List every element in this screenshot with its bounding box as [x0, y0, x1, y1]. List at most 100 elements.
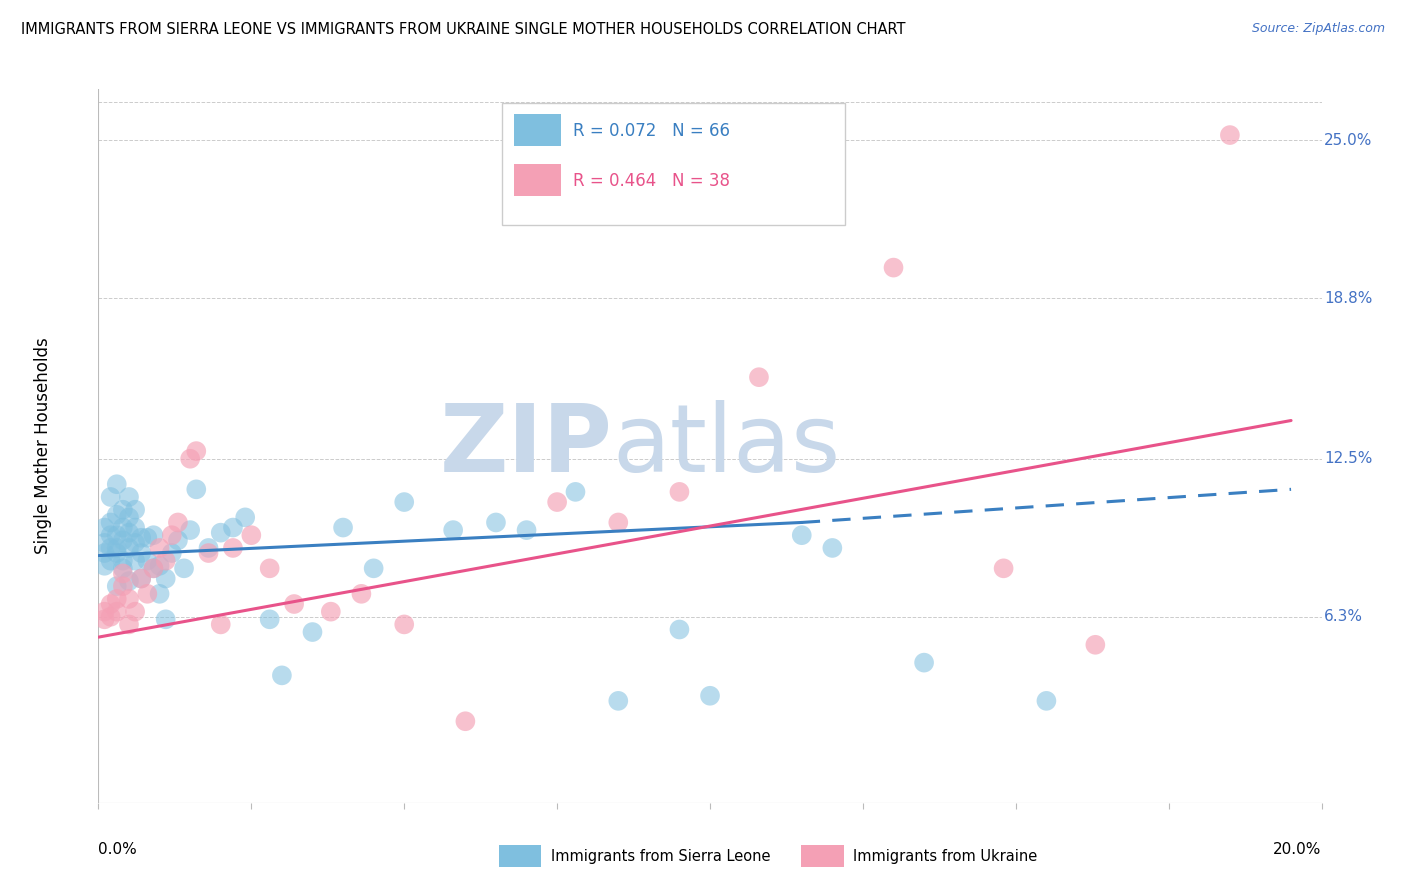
Point: [197, 546, 219, 560]
Point: [283, 597, 305, 611]
Point: [233, 510, 256, 524]
Point: [259, 612, 281, 626]
Point: [607, 694, 630, 708]
Point: [93, 612, 115, 626]
Point: [270, 668, 292, 682]
Point: [699, 689, 721, 703]
Point: [668, 623, 690, 637]
Point: [392, 617, 416, 632]
Point: [454, 714, 477, 729]
Point: [363, 561, 385, 575]
Point: [142, 561, 165, 575]
Point: [100, 490, 122, 504]
Point: [222, 520, 245, 534]
Point: [301, 625, 323, 640]
Point: [197, 541, 219, 555]
Point: [124, 554, 146, 568]
Point: [111, 579, 134, 593]
Point: [118, 541, 141, 555]
Point: [142, 561, 165, 575]
Point: [149, 541, 172, 555]
Point: [129, 546, 152, 560]
Point: [93, 546, 115, 560]
Point: [319, 605, 342, 619]
Point: [93, 605, 115, 619]
Text: atlas: atlas: [612, 400, 841, 492]
Point: [129, 572, 152, 586]
Point: [564, 484, 586, 499]
Point: [93, 536, 115, 550]
Point: [993, 561, 1015, 575]
Point: [118, 525, 141, 540]
Point: [100, 597, 122, 611]
Point: [821, 541, 844, 555]
Point: [100, 528, 122, 542]
Point: [100, 541, 122, 555]
Point: [100, 554, 122, 568]
Text: Single Mother Households: Single Mother Households: [34, 338, 52, 554]
Point: [441, 523, 464, 537]
Point: [546, 495, 568, 509]
Point: [149, 558, 172, 573]
Point: [748, 370, 770, 384]
Point: [160, 528, 183, 542]
Point: [912, 656, 935, 670]
Point: [124, 520, 146, 534]
Point: [111, 502, 134, 516]
Text: ZIP: ZIP: [439, 400, 612, 492]
Point: [100, 516, 122, 530]
Point: [105, 591, 128, 606]
Point: [93, 520, 115, 534]
Point: [179, 451, 201, 466]
Point: [485, 516, 508, 530]
Point: [118, 617, 141, 632]
Point: [186, 483, 208, 497]
Point: [209, 525, 232, 540]
Point: [607, 516, 630, 530]
Text: 12.5%: 12.5%: [1324, 451, 1372, 467]
Point: [259, 561, 281, 575]
Point: [93, 558, 115, 573]
Point: [118, 574, 141, 588]
Point: [118, 510, 141, 524]
Point: [209, 617, 232, 632]
Point: [392, 495, 416, 509]
Point: [516, 523, 538, 537]
FancyBboxPatch shape: [515, 114, 561, 146]
Point: [240, 528, 263, 542]
Point: [883, 260, 905, 275]
Point: [136, 531, 159, 545]
Point: [118, 591, 141, 606]
Point: [160, 546, 183, 560]
Point: [332, 520, 354, 534]
Point: [1035, 694, 1057, 708]
Point: [668, 484, 690, 499]
Point: [1084, 638, 1107, 652]
Point: [129, 572, 152, 586]
Point: [142, 528, 165, 542]
Text: Source: ZipAtlas.com: Source: ZipAtlas.com: [1251, 22, 1385, 36]
Text: IMMIGRANTS FROM SIERRA LEONE VS IMMIGRANTS FROM UKRAINE SINGLE MOTHER HOUSEHOLDS: IMMIGRANTS FROM SIERRA LEONE VS IMMIGRAN…: [21, 22, 905, 37]
Point: [155, 612, 177, 626]
Point: [155, 554, 177, 568]
Point: [111, 554, 134, 568]
Point: [167, 516, 190, 530]
Point: [222, 541, 245, 555]
Point: [105, 546, 128, 560]
Point: [149, 587, 172, 601]
Point: [350, 587, 373, 601]
Point: [173, 561, 195, 575]
Point: [105, 528, 128, 542]
Text: R = 0.072   N = 66: R = 0.072 N = 66: [574, 121, 730, 139]
Point: [111, 561, 134, 575]
Point: [105, 477, 128, 491]
Text: 0.0%: 0.0%: [98, 842, 138, 857]
Text: 6.3%: 6.3%: [1324, 609, 1362, 624]
Point: [124, 605, 146, 619]
Point: [167, 533, 190, 548]
FancyBboxPatch shape: [515, 164, 561, 196]
Point: [124, 536, 146, 550]
Point: [1219, 128, 1241, 142]
Point: [111, 520, 134, 534]
Point: [105, 579, 128, 593]
